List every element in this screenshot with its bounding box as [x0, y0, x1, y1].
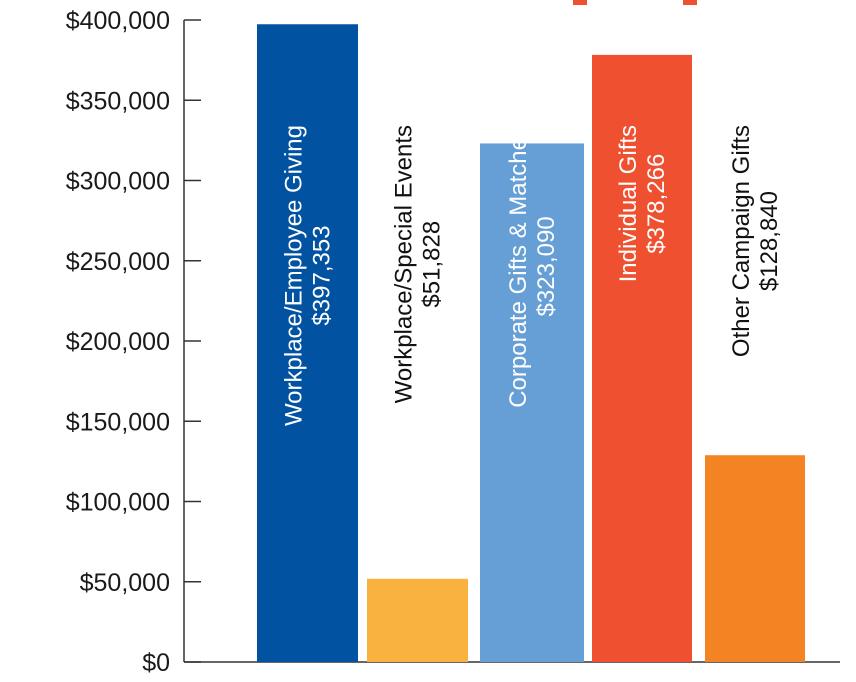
bar [480, 143, 584, 662]
bar-value-label: $323,090 [533, 216, 560, 316]
y-tick-label: $300,000 [66, 168, 170, 196]
top-accent-mark-right [683, 0, 697, 5]
y-tick-label: $400,000 [66, 7, 170, 35]
bar-label-group: Other Campaign Gifts $128,840 [728, 125, 783, 357]
y-tick-label: $0 [142, 649, 170, 677]
y-tick-label: $200,000 [66, 328, 170, 356]
bar [367, 578, 468, 662]
bar-value-label: $128,840 [756, 191, 783, 291]
bar [257, 24, 358, 663]
top-accent-mark-left [573, 0, 587, 5]
bar-category-label: Corporate Gifts & Matches [505, 125, 532, 408]
bar-label-group: Corporate Gifts & Matches $323,090 [505, 125, 560, 408]
bar-label-group: Workplace/Special Events $51,828 [391, 125, 446, 403]
y-tick-label: $150,000 [66, 408, 170, 436]
bar-labels: Workplace/Employee Giving $397,353 Workpla… [281, 125, 784, 426]
y-axis: $0 $50,000 $100,000 $150,000 $200,000 $250,00… [66, 7, 840, 677]
bars [257, 24, 805, 663]
y-tick-label: $350,000 [66, 87, 170, 115]
bar-value-label: $378,266 [643, 154, 670, 254]
bar-category-label: Workplace/Special Events [391, 125, 418, 403]
bar-category-label: Workplace/Employee Giving [281, 125, 308, 426]
bar-value-label: $397,353 [309, 225, 336, 325]
bar [705, 455, 805, 662]
bar-category-label: Other Campaign Gifts [728, 125, 755, 357]
bar-label-group: Workplace/Employee Giving $397,353 [281, 125, 336, 426]
bar-value-label: $51,828 [419, 221, 446, 308]
bar [592, 54, 692, 663]
y-tick-label: $50,000 [80, 569, 170, 597]
bar-category-label: Individual Gifts [615, 125, 642, 282]
y-tick-label: $250,000 [66, 248, 170, 276]
bar-label-group: Individual Gifts $378,266 [615, 125, 670, 282]
y-tick-label: $100,000 [66, 489, 170, 517]
